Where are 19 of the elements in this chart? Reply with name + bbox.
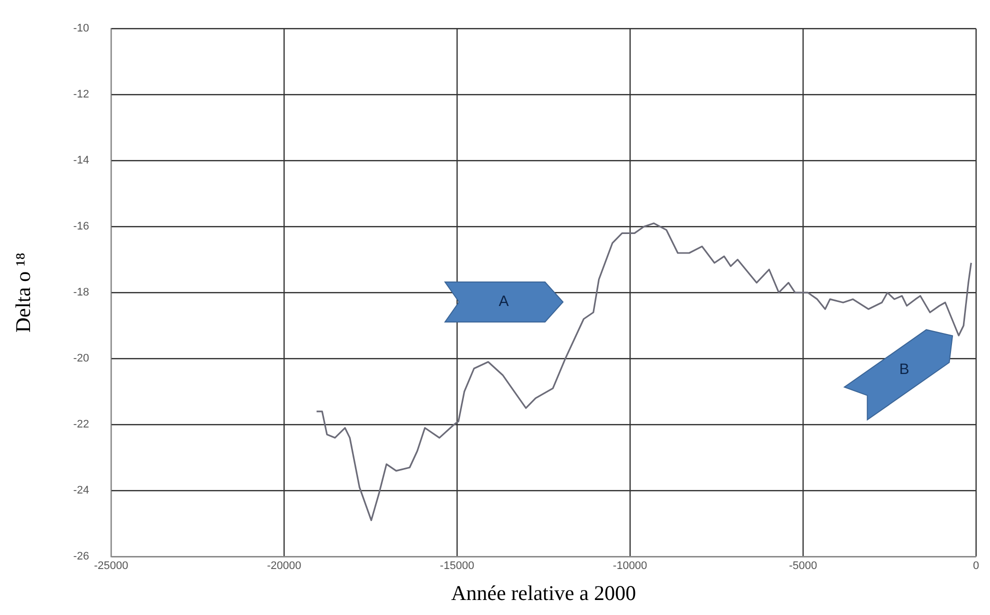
- x-tick-label: -25000: [94, 560, 128, 572]
- x-axis-title: Année relative a 2000: [451, 580, 636, 605]
- y-tick-label: -24: [73, 484, 90, 497]
- y-axis-title: Delta o ¹⁸: [11, 252, 36, 333]
- y-tick-label: -22: [73, 418, 90, 431]
- y-tick-label: -12: [73, 88, 90, 101]
- x-tick-label: -15000: [440, 560, 474, 572]
- y-tick-label: -18: [73, 286, 90, 299]
- x-tick-label: -5000: [788, 560, 818, 572]
- annotation: B: [899, 360, 910, 378]
- x-tick-label: -10000: [612, 560, 648, 572]
- y-tick-label: -10: [73, 22, 90, 35]
- y-tick-label: -20: [73, 352, 90, 365]
- x-tick-label: 0: [972, 560, 980, 572]
- x-tick-label: -20000: [266, 560, 302, 572]
- y-tick-label: -16: [73, 220, 90, 233]
- y-tick-label: -26: [73, 550, 90, 563]
- y-tick-label: -14: [73, 154, 90, 167]
- annotation: A: [498, 292, 509, 310]
